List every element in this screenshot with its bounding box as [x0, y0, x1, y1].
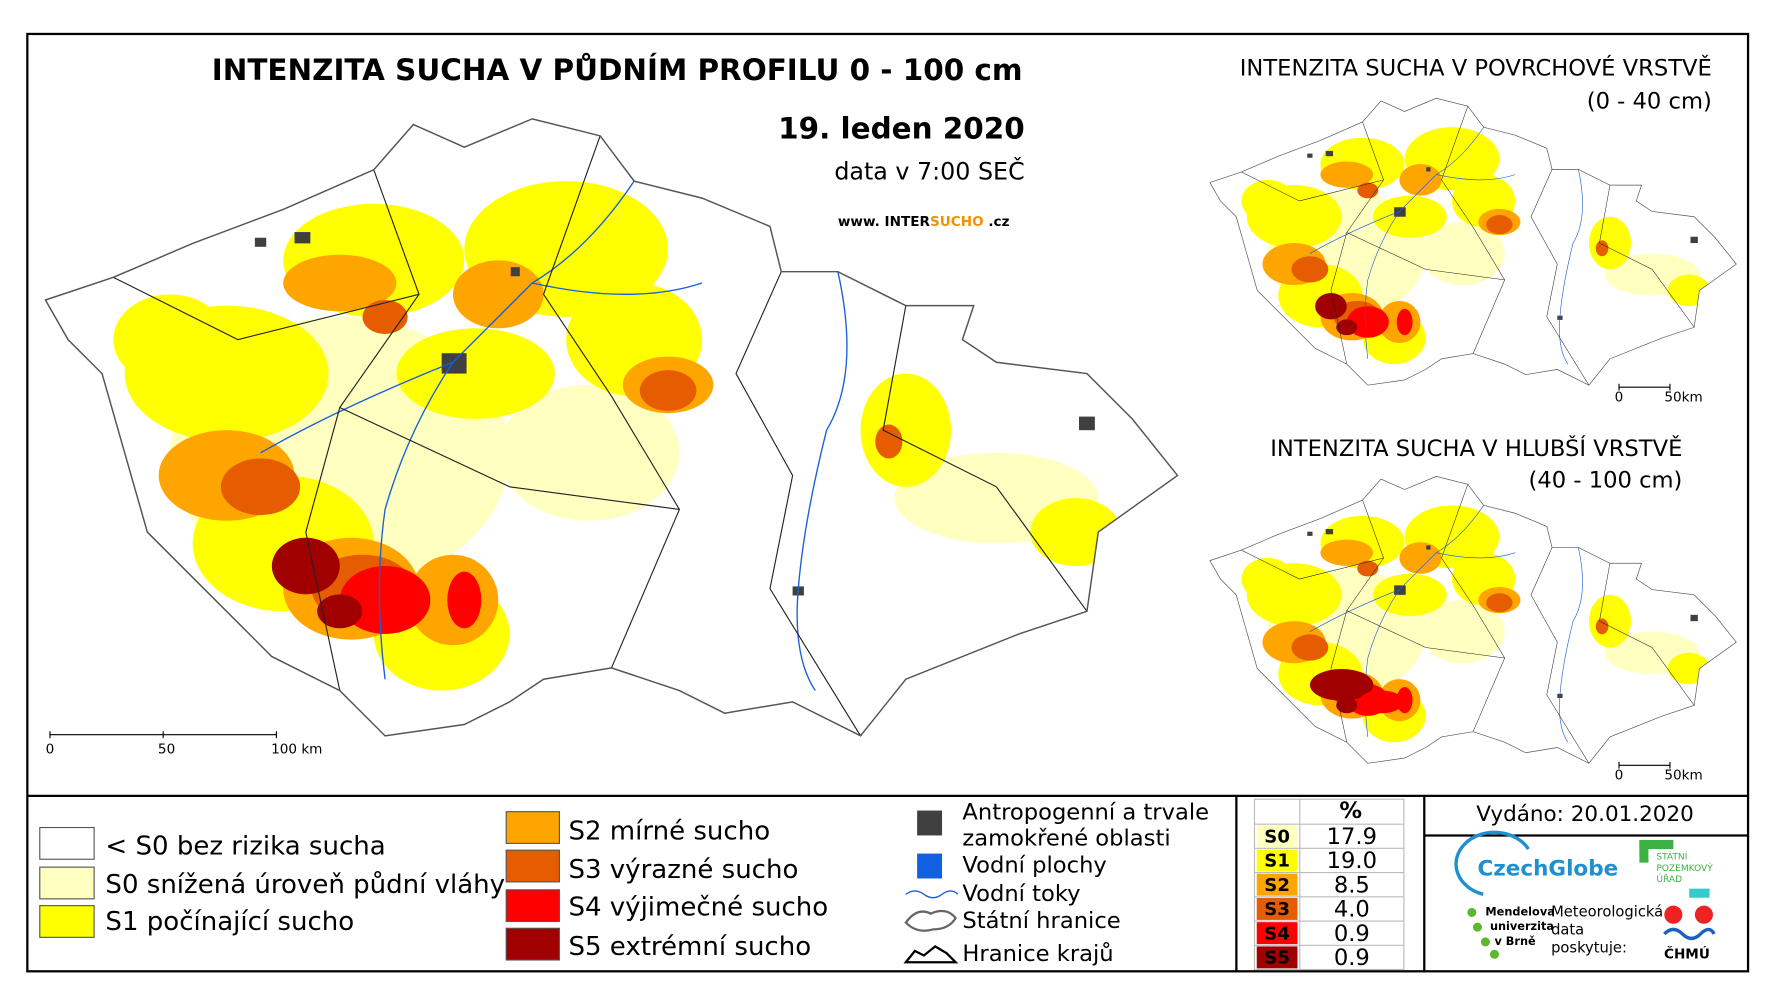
inset-title: INTENZITA SUCHA V POVRCHOVÉ VRSTVĚ — [1240, 54, 1712, 82]
meteo-text: poskytuje: — [1551, 940, 1627, 957]
logos: CzechGlobe STÁTNÍ POZEMKOVÝ ÚŘAD Mendelo… — [1454, 830, 1716, 962]
table-code-cell — [1256, 825, 1298, 848]
table-code-cell — [1256, 849, 1298, 872]
legend-label: Státní hranice — [962, 908, 1120, 934]
legend-label: Hranice krajů — [962, 940, 1113, 967]
table-value: 0.9 — [1334, 921, 1370, 947]
legend-classes: < S0 bez rizika sucha S0 snížená úroveň … — [39, 811, 828, 962]
legend-swatch — [39, 866, 95, 900]
table-code-cell — [1256, 873, 1298, 896]
legend-symbols: Antropogenní a trvale zamokřené oblasti … — [903, 799, 1209, 967]
legend-swatch — [39, 905, 95, 938]
inset-scale: 0 50km — [1615, 761, 1703, 783]
table-code-cell — [1256, 922, 1298, 945]
legend-swatch — [505, 849, 560, 883]
table-value: 0.9 — [1334, 945, 1370, 971]
legend-label: S0 snížená úroveň půdní vláhy — [105, 870, 505, 900]
legend-label: S5 extrémní sucho — [568, 932, 811, 962]
legend-label: S4 výjimečné sucho — [568, 892, 828, 922]
table-code: S0 — [1264, 826, 1290, 847]
logo-spu: POZEMKOVÝ — [1656, 862, 1713, 874]
data-time: data v 7:00 SEČ — [834, 158, 1024, 186]
legend-swatch — [505, 811, 560, 844]
svg-text:0: 0 — [46, 741, 55, 757]
table-code: S3 — [1264, 899, 1290, 920]
inset-subtitle: (0 - 40 cm) — [1587, 88, 1712, 114]
table-code: S5 — [1264, 948, 1290, 969]
legend-label: S3 výrazné sucho — [568, 855, 798, 885]
svg-text:50km: 50km — [1664, 767, 1702, 783]
svg-text:50km: 50km — [1664, 389, 1702, 405]
main-title: INTENZITA SUCHA V PŮDNÍM PROFILU 0 - 100… — [212, 51, 1023, 87]
legend-label: < S0 bez rizika sucha — [105, 831, 385, 861]
logo-mendelu: Mendelova — [1485, 904, 1554, 918]
table-code-cell — [1256, 946, 1298, 969]
legend-swatch — [505, 927, 560, 961]
legend-label: S1 počínající sucho — [105, 907, 354, 937]
logo-spu: STÁTNÍ — [1656, 850, 1687, 862]
svg-text:0: 0 — [1615, 767, 1624, 783]
table-code: S1 — [1264, 851, 1290, 872]
table-header: % — [1339, 798, 1362, 824]
svg-text:0: 0 — [1615, 389, 1624, 405]
logo-mendelu: v Brně — [1494, 934, 1536, 948]
inset-subtitle: (40 - 100 cm) — [1529, 468, 1683, 494]
legend-label: Vodní toky — [962, 881, 1080, 907]
legend-label: Antropogenní a trvale — [962, 799, 1209, 825]
svg-text:50: 50 — [158, 741, 175, 757]
inset-map-deep — [1210, 476, 1736, 763]
svg-text:100 km: 100 km — [271, 741, 322, 757]
table-code-cell — [1256, 897, 1298, 920]
logo-mendelu: univerzita — [1490, 919, 1554, 933]
legend-label: zamokřené oblasti — [962, 825, 1170, 851]
logo-czechglobe: CzechGlobe — [1477, 856, 1618, 881]
percent-table: % S0 17.9 S1 19.0 S2 8.5 S3 4.0 S4 0.9 S5 0.9 — [1253, 798, 1405, 971]
logo-spu: ÚŘAD — [1656, 873, 1682, 885]
table-value: 17.9 — [1327, 824, 1377, 850]
table-code: S2 — [1264, 875, 1290, 896]
table-value: 4.0 — [1334, 897, 1370, 923]
inset-scale: 0 50km — [1615, 383, 1703, 405]
table-value: 8.5 — [1334, 872, 1370, 898]
issued: Vydáno: 20.01.2020 — [1476, 802, 1694, 827]
date: 19. leden 2020 — [778, 112, 1024, 146]
meteo-text: Meteorologická — [1551, 903, 1663, 920]
inset-title: INTENZITA SUCHA V HLUBŠÍ VRSTVĚ — [1270, 434, 1682, 462]
scale-bar: 0 50 100 km — [46, 731, 322, 757]
meteo-text: data — [1551, 922, 1584, 939]
logo-chmu: ČHMÚ — [1664, 944, 1710, 962]
table-code: S4 — [1264, 923, 1290, 944]
table-frame — [1253, 798, 1405, 971]
legend-label: Vodní plochy — [962, 853, 1106, 879]
website: www. INTERSUCHO .cz — [838, 214, 1010, 230]
legend-label: S2 mírné sucho — [568, 817, 770, 847]
table-value: 19.0 — [1327, 848, 1377, 874]
legend-swatch — [39, 826, 95, 860]
legend-swatch — [505, 889, 560, 923]
